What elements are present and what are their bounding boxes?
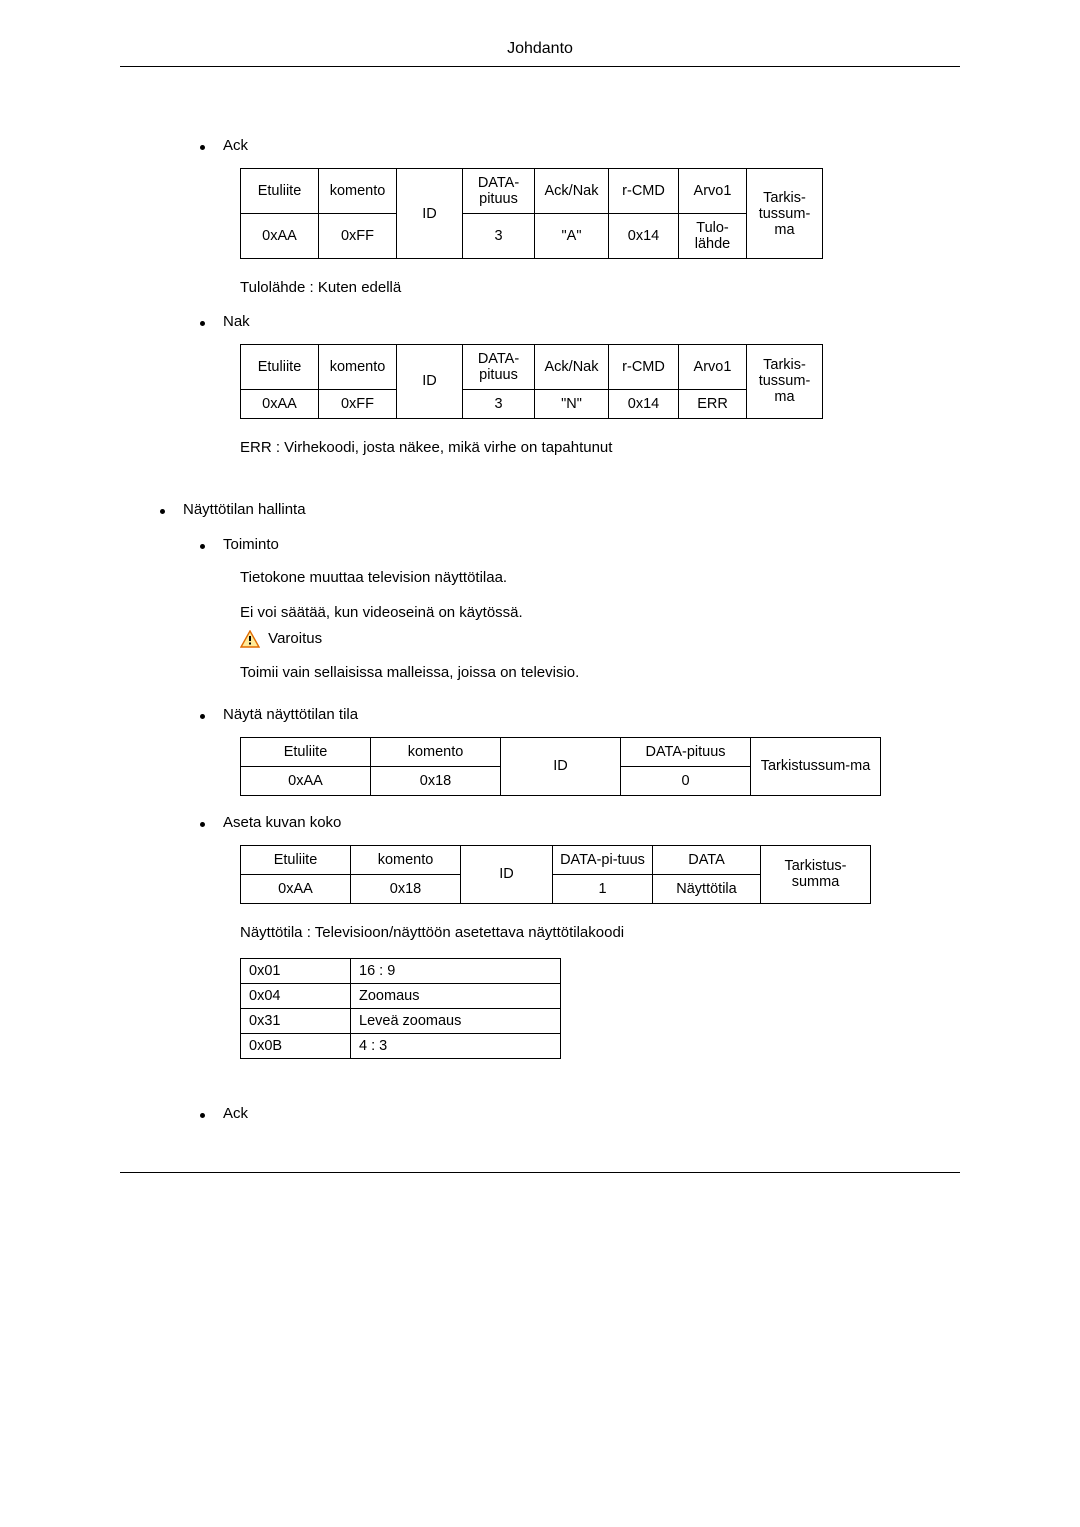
table-cell: 0xAA	[241, 766, 371, 795]
table-cell: 3	[463, 389, 535, 418]
warning-label: Varoitus	[268, 630, 322, 647]
bullet-dot	[200, 544, 205, 549]
table-cell: "A"	[535, 214, 609, 259]
bullet-display-control: Näyttötilan hallinta	[160, 501, 920, 518]
bullet-label: Ack	[223, 1105, 920, 1122]
table-header-cell: DATA-pi-tuus	[553, 845, 653, 874]
table-header-cell: Etuliite	[241, 845, 351, 874]
table-cell: "N"	[535, 389, 609, 418]
ack-note: Tulolähde : Kuten edellä	[240, 277, 920, 299]
table-cell: 16 : 9	[351, 958, 561, 983]
function-p2: Ei voi säätää, kun videoseinä on käytöss…	[240, 602, 920, 624]
table-header-cell: Tarkis-tussum-ma	[747, 344, 823, 418]
table-header-cell: r-CMD	[609, 344, 679, 389]
bullet-nak: Nak	[200, 313, 920, 330]
table-set: EtuliitekomentoIDDATA-pi-tuusDATATarkist…	[240, 845, 871, 904]
table-header-cell: Etuliite	[241, 737, 371, 766]
table-status: EtuliitekomentoIDDATA-pituusTarkistussum…	[240, 737, 881, 796]
table-cell: 0xFF	[319, 389, 397, 418]
bullet-label: Nak	[223, 313, 920, 330]
warning-icon	[240, 630, 260, 648]
table-cell: 0x31	[241, 1008, 351, 1033]
table-header-cell: ID	[461, 845, 553, 903]
table-header-cell: DATA	[653, 845, 761, 874]
table-cell: 3	[463, 214, 535, 259]
table-header-cell: Ack/Nak	[535, 169, 609, 214]
bullet-dot	[200, 714, 205, 719]
table-header-cell: komento	[351, 845, 461, 874]
table-cell: 0	[621, 766, 751, 795]
function-p3: Toimii vain sellaisissa malleissa, joiss…	[240, 662, 920, 684]
table-header-cell: DATA-pituus	[621, 737, 751, 766]
bullet-label: Näyttötilan hallinta	[183, 501, 920, 518]
table-header-cell: DATA-pituus	[463, 169, 535, 214]
bullet-show-status: Näytä näyttötilan tila	[200, 706, 920, 723]
page-header: Johdanto	[120, 40, 960, 67]
bullet-ack2: Ack	[200, 1105, 920, 1122]
table-header-cell: Tarkis-tussum-ma	[747, 169, 823, 259]
warning-line: Varoitus	[240, 630, 920, 648]
table-cell: Näyttötila	[653, 874, 761, 903]
table-cell: Leveä zoomaus	[351, 1008, 561, 1033]
bullet-function: Toiminto	[200, 536, 920, 553]
table-header-cell: r-CMD	[609, 169, 679, 214]
table-header-cell: ID	[397, 169, 463, 259]
bullet-label: Aseta kuvan koko	[223, 814, 920, 831]
table-header-cell: ID	[501, 737, 621, 795]
table-cell: 0x01	[241, 958, 351, 983]
bullet-set-size: Aseta kuvan koko	[200, 814, 920, 831]
table-header-cell: ID	[397, 344, 463, 418]
table-cell: 0x04	[241, 983, 351, 1008]
table-cell: ERR	[679, 389, 747, 418]
table-header-cell: Arvo1	[679, 344, 747, 389]
set-note: Näyttötila : Televisioon/näyttöön asetet…	[240, 922, 920, 944]
table-header-cell: Arvo1	[679, 169, 747, 214]
bullet-label: Näytä näyttötilan tila	[223, 706, 920, 723]
table-cell: 0x18	[351, 874, 461, 903]
table-cell: 0x0B	[241, 1033, 351, 1058]
table-cell: 0xFF	[319, 214, 397, 259]
nak-note: ERR : Virhekoodi, josta näkee, mikä virh…	[240, 437, 920, 459]
table-header-cell: Etuliite	[241, 169, 319, 214]
bullet-dot	[200, 822, 205, 827]
table-cell: Tulo-lähde	[679, 214, 747, 259]
table-cell: 0x18	[371, 766, 501, 795]
table-header-cell: komento	[319, 169, 397, 214]
bullet-dot	[200, 145, 205, 150]
table-header-cell: Ack/Nak	[535, 344, 609, 389]
bullet-dot	[160, 509, 165, 514]
footer-rule	[120, 1172, 960, 1173]
table-header-cell: Etuliite	[241, 344, 319, 389]
table-cell: 0x14	[609, 389, 679, 418]
bullet-label: Toiminto	[223, 536, 920, 553]
bullet-ack: Ack	[200, 137, 920, 154]
table-cell: Zoomaus	[351, 983, 561, 1008]
table-header-cell: DATA-pituus	[463, 344, 535, 389]
table-cell: 0x14	[609, 214, 679, 259]
bullet-dot	[200, 321, 205, 326]
table-cell: 0xAA	[241, 874, 351, 903]
table-header-cell: komento	[371, 737, 501, 766]
bullet-label: Ack	[223, 137, 920, 154]
function-p1: Tietokone muuttaa television näyttötilaa…	[240, 567, 920, 589]
table-header-cell: Tarkistussum-ma	[751, 737, 881, 795]
table-cell: 1	[553, 874, 653, 903]
table-codes: 0x0116 : 90x04Zoomaus0x31Leveä zoomaus0x…	[240, 958, 561, 1059]
table-header-cell: Tarkistus-summa	[761, 845, 871, 903]
table-cell: 4 : 3	[351, 1033, 561, 1058]
table-header-cell: komento	[319, 344, 397, 389]
table-nak: EtuliitekomentoIDDATA-pituusAck/Nakr-CMD…	[240, 344, 823, 419]
table-cell: 0xAA	[241, 389, 319, 418]
table-cell: 0xAA	[241, 214, 319, 259]
bullet-dot	[200, 1113, 205, 1118]
table-ack: EtuliitekomentoIDDATA-pituusAck/Nakr-CMD…	[240, 168, 823, 259]
